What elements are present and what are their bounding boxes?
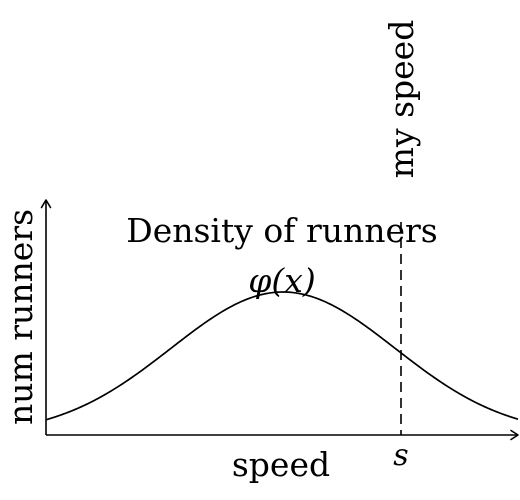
curve-symbol: φ(x) — [248, 261, 315, 300]
speed-tick-label: s — [393, 438, 408, 473]
my-speed-label: my speed — [382, 20, 421, 179]
curve-title: Density of runners — [126, 211, 437, 250]
x-axis-arrowhead — [510, 429, 519, 441]
x-axis-label: speed — [232, 445, 330, 484]
y-axis-label: num runners — [1, 209, 40, 425]
y-axis-arrowhead — [40, 199, 52, 209]
density-curve — [45, 291, 519, 421]
